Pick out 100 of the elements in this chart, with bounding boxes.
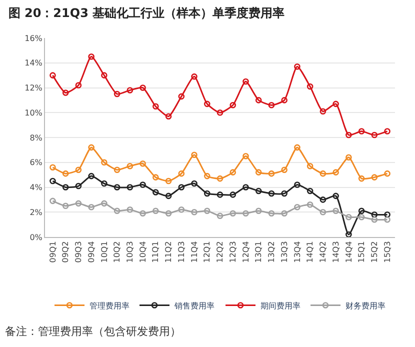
point <box>320 196 326 203</box>
x-tick-label: 12Q1 <box>202 241 212 263</box>
x-tick-label: 11Q1 <box>151 241 160 263</box>
point <box>62 170 69 177</box>
point <box>216 192 224 198</box>
y-tick-label: 6% <box>30 158 43 168</box>
point <box>242 210 249 217</box>
point <box>204 100 210 108</box>
point <box>230 169 236 176</box>
point <box>358 175 365 182</box>
point <box>242 184 249 190</box>
point <box>255 188 262 194</box>
point <box>114 166 120 173</box>
point <box>384 128 390 134</box>
point <box>191 208 198 216</box>
point <box>346 214 352 220</box>
x-tick-label: 14Q1 <box>306 241 315 263</box>
point <box>88 144 94 151</box>
point <box>306 162 314 170</box>
point <box>216 109 224 116</box>
point <box>255 208 262 214</box>
point <box>50 164 56 170</box>
legend-label: 财务费用率 <box>346 301 386 310</box>
point <box>62 184 69 190</box>
point <box>75 166 82 173</box>
point <box>281 166 288 173</box>
point <box>281 190 288 197</box>
point <box>332 100 339 108</box>
point <box>140 84 146 91</box>
y-tick-label: 4% <box>30 183 43 192</box>
x-tick-label: 11Q2 <box>164 241 174 263</box>
legend-label: 销售费用率 <box>174 301 214 310</box>
x-tick-label: 14Q4 <box>344 241 354 263</box>
point <box>268 210 275 217</box>
point <box>165 210 172 217</box>
point <box>384 170 390 177</box>
point <box>242 78 249 85</box>
point <box>152 208 159 214</box>
point <box>204 172 210 180</box>
point <box>101 159 108 166</box>
x-tick-label: 09Q3 <box>74 241 84 263</box>
point <box>371 174 378 180</box>
point <box>191 73 198 80</box>
point <box>152 174 159 180</box>
point <box>332 192 339 200</box>
point <box>62 202 69 210</box>
x-tick-label: 12Q2 <box>216 241 225 263</box>
point <box>126 184 134 190</box>
point <box>268 190 275 197</box>
x-tick-label: 10Q4 <box>138 241 148 263</box>
point <box>152 189 159 196</box>
point <box>371 132 378 138</box>
point <box>306 83 314 90</box>
y-tick-label: 12% <box>24 84 43 93</box>
y-tick-label: 2% <box>30 208 43 217</box>
point <box>332 169 339 176</box>
x-tick-label: 12Q4 <box>241 241 250 263</box>
x-tick-label: 09Q1 <box>48 241 58 263</box>
point <box>88 204 94 210</box>
legend-label: 期间费用率 <box>260 301 300 310</box>
x-tick-label: 10Q1 <box>100 241 109 263</box>
point <box>230 210 236 217</box>
point <box>268 102 275 108</box>
point <box>371 211 378 218</box>
x-tick-label: 11Q4 <box>190 241 199 263</box>
y-tick-label: 14% <box>24 58 43 68</box>
point <box>165 113 172 120</box>
x-tick-label: 09Q4 <box>86 241 96 263</box>
point <box>88 54 94 60</box>
point <box>320 170 326 177</box>
point <box>114 208 120 214</box>
x-tick-label: 15Q2 <box>370 241 380 263</box>
x-tick-label: 13Q3 <box>280 241 289 263</box>
point <box>140 160 146 167</box>
point <box>178 93 185 100</box>
text: 备注：管理费用率（包含研发费用） <box>5 325 181 338</box>
point <box>204 208 210 214</box>
point <box>346 132 352 138</box>
point <box>204 190 210 197</box>
point <box>50 178 56 184</box>
point <box>178 184 185 190</box>
point <box>191 152 198 158</box>
point <box>230 192 236 198</box>
x-tick-label: 13Q1 <box>254 241 264 263</box>
point <box>294 63 300 70</box>
point <box>346 231 352 238</box>
point <box>101 72 108 78</box>
point <box>191 180 198 187</box>
point <box>281 210 288 217</box>
point <box>306 188 314 194</box>
legend-label: 管理费用率 <box>90 301 130 310</box>
point <box>320 208 326 216</box>
point <box>230 102 236 108</box>
point <box>75 200 82 207</box>
point <box>126 87 134 94</box>
point <box>62 90 69 96</box>
point <box>242 153 249 160</box>
point <box>384 211 390 218</box>
chart-title: 图 20：21Q3 基础化工行业（样本）单季度费用率 <box>8 6 285 20</box>
x-tick-label: 15Q3 <box>382 241 392 263</box>
